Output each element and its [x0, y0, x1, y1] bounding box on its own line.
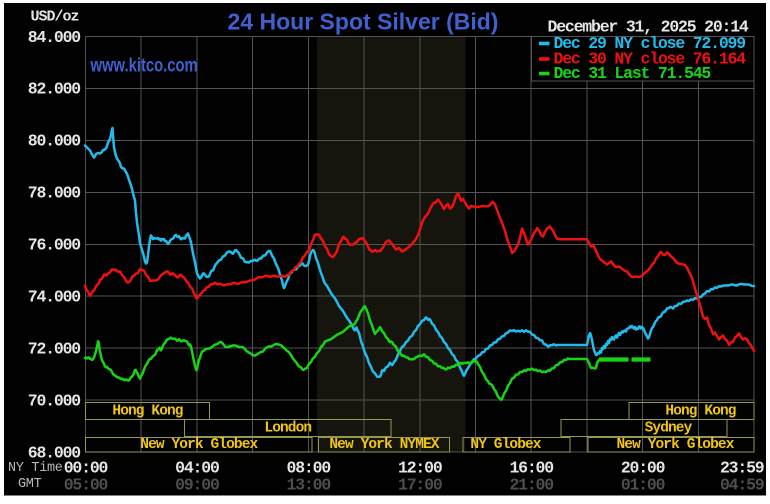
svg-text:13:00: 13:00 [287, 475, 331, 494]
svg-text:00:00: 00:00 [64, 459, 108, 478]
svg-text:GMT: GMT [18, 477, 42, 492]
svg-text:Dec 30 NY close 76.164: Dec 30 NY close 76.164 [554, 50, 747, 69]
svg-text:December 31, 2025 20:14: December 31, 2025 20:14 [548, 18, 749, 37]
svg-text:Hong Kong: Hong Kong [665, 404, 735, 420]
svg-text:01:00: 01:00 [621, 475, 665, 494]
svg-text:NY Time: NY Time [8, 461, 63, 476]
svg-text:04:59: 04:59 [720, 475, 764, 494]
svg-text:68.000: 68.000 [28, 443, 81, 462]
svg-text:London: London [264, 421, 311, 437]
svg-text:05:00: 05:00 [64, 475, 108, 494]
svg-text:04:00: 04:00 [175, 459, 219, 478]
svg-text:www.kitco.com: www.kitco.com [90, 55, 198, 76]
svg-text:16:00: 16:00 [509, 459, 553, 478]
svg-text:23:59: 23:59 [720, 459, 764, 478]
svg-text:70.000: 70.000 [28, 391, 81, 410]
svg-text:74.000: 74.000 [28, 288, 81, 307]
svg-text:84.000: 84.000 [28, 28, 81, 47]
svg-text:New York Globex: New York Globex [616, 437, 734, 453]
svg-text:82.000: 82.000 [28, 80, 81, 99]
svg-text:Hong Kong: Hong Kong [112, 404, 182, 420]
svg-text:76.000: 76.000 [28, 236, 81, 255]
svg-text:24 Hour Spot Silver (Bid): 24 Hour Spot Silver (Bid) [228, 8, 499, 34]
svg-text:78.000: 78.000 [28, 184, 81, 203]
svg-text:12:00: 12:00 [398, 459, 442, 478]
svg-text:08:00: 08:00 [287, 459, 331, 478]
svg-text:21:00: 21:00 [509, 475, 553, 494]
svg-text:20:00: 20:00 [621, 459, 665, 478]
svg-text:NY Globex: NY Globex [470, 437, 541, 453]
svg-text:New York Globex: New York Globex [140, 437, 258, 453]
svg-text:Dec 29 NY close 72.099: Dec 29 NY close 72.099 [554, 34, 746, 53]
svg-text:Sydney: Sydney [645, 421, 693, 437]
svg-text:09:00: 09:00 [175, 475, 219, 494]
svg-text:USD/oz: USD/oz [31, 9, 79, 26]
svg-text:80.000: 80.000 [28, 132, 81, 151]
svg-text:Dec 31 Last 71.545: Dec 31 Last 71.545 [554, 64, 712, 83]
svg-text:New York NYMEX: New York NYMEX [329, 437, 439, 453]
svg-text:17:00: 17:00 [398, 475, 442, 494]
svg-text:72.000: 72.000 [28, 339, 81, 358]
